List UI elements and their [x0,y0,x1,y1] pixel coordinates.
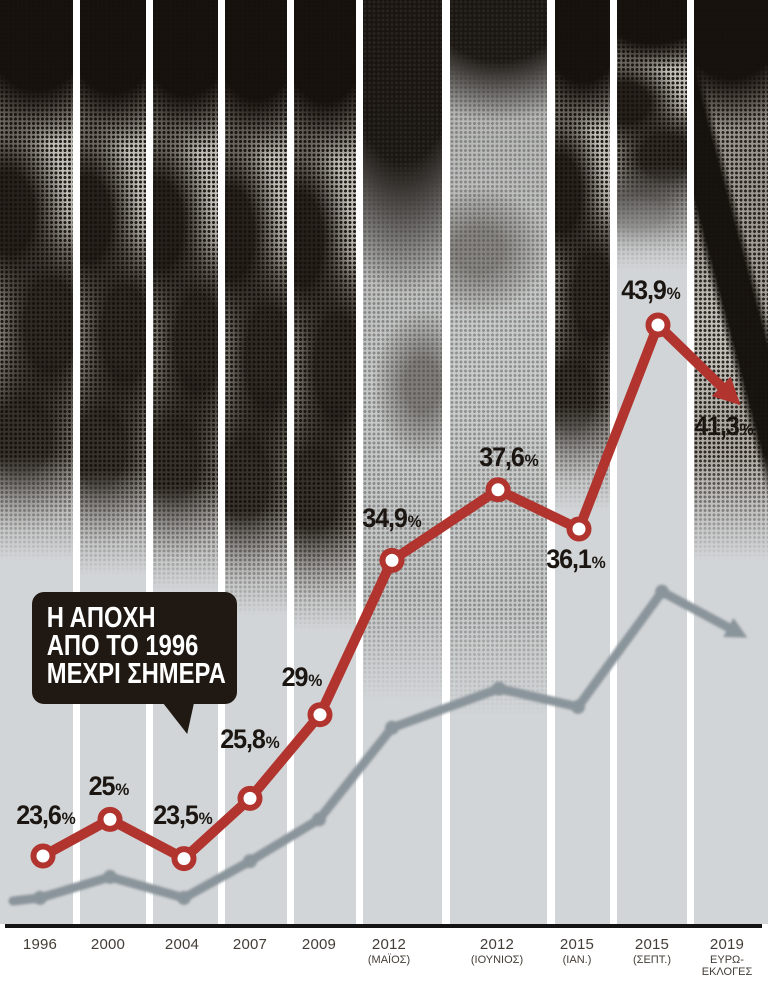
x-axis-tick-6: 2012 (ΜΑΪΟΣ) [368,936,410,966]
x-axis-tick-5: 2009 [302,936,336,954]
x-axis-tick-8: 2015 (ΙΑΝ.) [560,936,594,966]
x-axis-tick-9: 2015 (ΣΕΠΤ.) [633,936,671,966]
tick-year: 2009 [301,936,337,953]
tick-year: 2015 [559,936,595,953]
tick-qualifier: (ΙΑΝ.) [562,954,592,966]
callout-line-2: ΑΠΟ ΤΟ 1996 [46,630,199,662]
x-axis-tick-2: 2000 [91,936,125,954]
x-axis-tick-3: 2004 [165,936,199,954]
tick-year: 2012 [479,936,515,953]
tick-year: 2007 [232,936,268,953]
tick-year: 1996 [22,936,58,953]
tick-year: 2019 [709,936,745,953]
tick-qualifier: (ΜΑΪΟΣ) [367,954,411,966]
tick-year: 2015 [634,936,670,953]
x-axis-tick-4: 2007 [233,936,267,954]
title-callout: Η ΑΠΟΧΗ ΑΠΟ ΤΟ 1996 ΜΕΧΡΙ ΣΗΜΕΡΑ [32,592,237,734]
callout-text: Η ΑΠΟΧΗ ΑΠΟ ΤΟ 1996 ΜΕΧΡΙ ΣΗΜΕΡΑ [32,592,226,690]
x-axis-tick-10: 2019 ΕΥΡΩ- ΕΚΛΟΓΕΣ [702,936,753,978]
tick-qualifier: ΕΥΡΩ- ΕΚΛΟΓΕΣ [701,954,753,978]
x-axis-tick-1: 1996 [23,936,57,954]
halftone-photo [617,0,687,270]
tick-year: 2004 [164,936,200,953]
tick-year: 2012 [371,936,407,953]
tick-qualifier: (ΣΕΠΤ.) [633,954,671,966]
x-axis-line [5,924,762,928]
callout-line-3: ΜΕΧΡΙ ΣΗΜΕΡΑ [46,658,226,690]
tick-qualifier: (ΙΟΥΝΙΟΣ) [470,954,524,966]
callout-line-1: Η ΑΠΟΧΗ [46,602,156,634]
tick-year: 2000 [90,936,126,953]
x-axis-tick-7: 2012 (ΙΟΥΝΙΟΣ) [471,936,523,966]
